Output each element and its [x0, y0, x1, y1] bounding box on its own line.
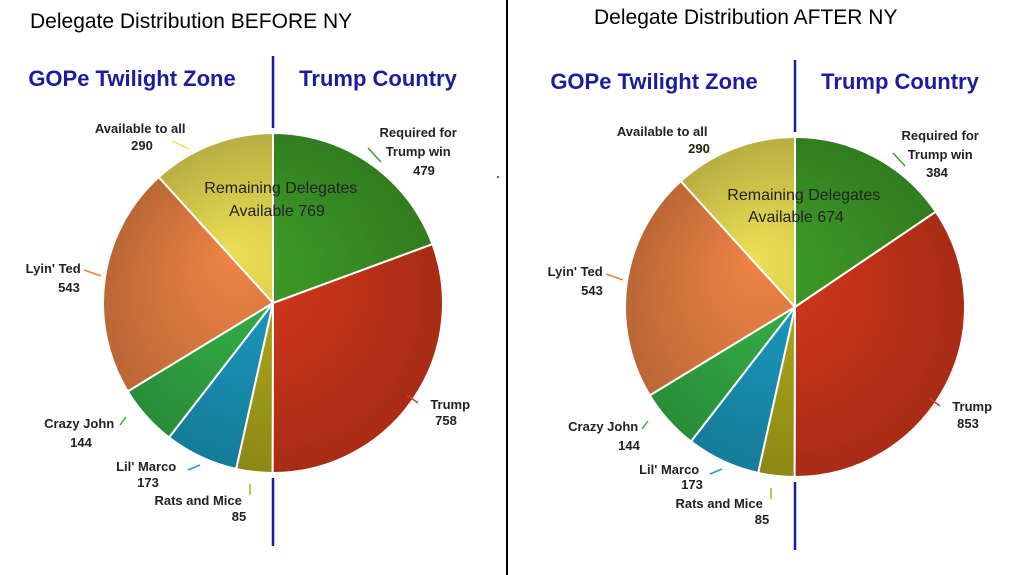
leader-line-required-for-trump-win	[367, 147, 382, 163]
leader-line-crazy-john	[641, 420, 649, 430]
chart-title: Delegate Distribution BEFORE NY	[30, 10, 352, 33]
pie-slice-trump	[793, 210, 966, 479]
zone-label-left: GOPe Twilight Zone	[550, 69, 757, 94]
chart-after-ny: Delegate Distribution AFTER NY GOPe Twil…	[548, 6, 995, 550]
leader-line-available-to-all	[693, 144, 712, 154]
pie-slice-lyin-ted	[102, 175, 275, 393]
pie-slice-lyin-ted	[624, 179, 797, 397]
leader-lines	[83, 140, 419, 495]
chart-title: Delegate Distribution AFTER NY	[594, 6, 897, 29]
leader-line-trump	[406, 394, 419, 404]
pie-slice-required-for-trump-win	[272, 131, 434, 305]
slice-label-lil-marco: Lil' Marco 173	[116, 459, 180, 490]
slice-label-required: Required for Trump win 479	[380, 125, 461, 178]
pie-slice-trump	[271, 242, 444, 475]
leader-line-lyin-ted	[605, 273, 624, 281]
slice-label-available: Available to all 290	[95, 121, 189, 153]
leader-line-crazy-john	[119, 416, 127, 426]
leader-line-trump	[928, 397, 941, 407]
zone-label-left: GOPe Twilight Zone	[28, 66, 235, 91]
remaining-delegates-text: Remaining Delegates Available 674	[727, 187, 884, 226]
leader-lines	[605, 144, 941, 499]
slice-labels: Required for Trump win 479 Trump 758 Rat…	[26, 121, 473, 524]
leader-line-required-for-trump-win	[892, 152, 906, 167]
pie-slice-available-to-all	[679, 135, 796, 310]
stray-dot	[497, 176, 499, 178]
slice-labels: Required for Trump win 384 Trump 853 Rat…	[548, 124, 995, 527]
slice-label-rats-and-mice: Rats and Mice 85	[675, 496, 769, 527]
slice-label-lyin-ted: Lyin' Ted 543	[26, 261, 85, 295]
slice-label-required: Required for Trump win 384	[902, 128, 983, 180]
pie-after-ny	[624, 135, 966, 479]
slice-label-lil-marco: Lil' Marco 173	[639, 462, 703, 492]
slice-label-lyin-ted: Lyin' Ted 543	[548, 264, 607, 298]
slice-label-crazy-john: Crazy John 144	[568, 419, 642, 453]
pie-slice-required-for-trump-win	[794, 135, 938, 309]
leader-line-available-to-all	[171, 140, 190, 150]
remaining-delegates-text: Remaining Delegates Available 769	[204, 180, 361, 220]
leader-line-lil-marco	[709, 468, 723, 475]
slice-label-trump: Trump 853	[952, 399, 995, 431]
leader-line-lil-marco	[187, 464, 201, 471]
zone-label-right: Trump Country	[821, 69, 979, 94]
slice-label-crazy-john: Crazy John 144	[44, 416, 118, 450]
leader-line-lyin-ted	[83, 269, 102, 277]
pie-before-ny	[102, 131, 444, 475]
slice-label-trump: Trump 758	[430, 397, 473, 428]
chart-before-ny: Delegate Distribution BEFORE NY GOPe Twi…	[26, 10, 473, 546]
slice-label-rats-and-mice: Rats and Mice 85	[154, 493, 246, 524]
zone-label-right: Trump Country	[299, 66, 457, 91]
pie-slice-available-to-all	[157, 131, 274, 306]
slice-label-available: Available to all 290	[617, 124, 711, 156]
